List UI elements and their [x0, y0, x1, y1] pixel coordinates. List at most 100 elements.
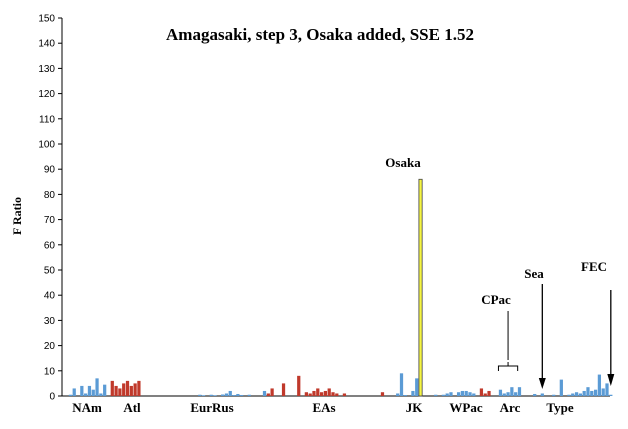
bar [472, 393, 476, 396]
bar [582, 390, 586, 396]
group-label-type: Type [546, 400, 573, 415]
y-ticks: 0 10 20 30 40 50 60 70 80 90 100 110 120 130 140 150 [38, 14, 62, 403]
bar [68, 394, 73, 396]
bar [84, 393, 88, 396]
bar [335, 393, 339, 396]
bar [304, 392, 308, 396]
annotation-fec: FEC [581, 259, 607, 274]
bar [262, 390, 267, 396]
bar [571, 393, 575, 396]
bar [202, 395, 206, 396]
group-label-eurrus: EurRus [190, 400, 233, 415]
y-tick-label: 100 [38, 140, 55, 151]
y-tick-label: 130 [38, 64, 55, 75]
bar [266, 393, 270, 396]
bar [240, 394, 244, 396]
annotation-osaka: Osaka [385, 155, 421, 170]
bar [224, 393, 229, 396]
y-tick-label: 60 [44, 240, 56, 251]
bar [80, 385, 84, 396]
bar [270, 388, 274, 396]
group-label-nam: NAm [72, 400, 102, 415]
bar [498, 389, 503, 396]
annotation-sea: Sea [524, 266, 544, 281]
y-tick-label: 70 [44, 215, 56, 226]
bar [221, 394, 225, 396]
bar [316, 388, 320, 396]
bar [593, 389, 598, 396]
bar [590, 390, 594, 396]
bar [445, 393, 449, 396]
bar [213, 395, 217, 396]
cpac-bracket [497, 362, 519, 371]
bar [323, 390, 328, 396]
bar [403, 394, 407, 396]
annotations-overlay [497, 284, 615, 389]
bar [552, 394, 556, 396]
bar [125, 380, 130, 396]
bar [91, 389, 95, 396]
bar [533, 393, 537, 396]
sea-arrow-head [538, 378, 546, 389]
bar [517, 387, 522, 396]
bar [601, 388, 605, 396]
bar [228, 390, 232, 396]
bar [129, 385, 133, 396]
bar [567, 394, 571, 396]
bar [297, 375, 301, 396]
y-axis-label: F Ratio [10, 197, 24, 235]
bar [468, 392, 472, 396]
bar [574, 392, 579, 396]
bar [411, 390, 415, 396]
bar [586, 387, 590, 396]
bar [209, 394, 213, 396]
bar [232, 394, 236, 396]
bar [327, 388, 331, 396]
bar [137, 380, 141, 396]
bar [380, 392, 385, 396]
bar [319, 392, 324, 396]
bar [483, 393, 487, 396]
bar [236, 393, 240, 396]
bars [68, 178, 613, 397]
group-label-jk: JK [406, 400, 424, 415]
y-tick-label: 150 [38, 14, 55, 25]
bar [198, 394, 202, 396]
bar [114, 385, 118, 396]
group-label-wpac: WPac [449, 400, 482, 415]
y-tick-label: 30 [44, 316, 56, 327]
y-tick-label: 10 [44, 366, 56, 377]
bar [399, 373, 404, 396]
bar [514, 392, 518, 396]
bar [87, 385, 92, 396]
bar [609, 394, 613, 396]
bar [449, 392, 453, 396]
chart-title: Amagasaki, step 3, Osaka added, SSE 1.52 [166, 25, 474, 44]
bar [99, 393, 103, 396]
bar [331, 392, 335, 396]
y-tick-label: 120 [38, 89, 55, 100]
y-tick-label: 20 [44, 341, 56, 352]
bar [415, 378, 419, 396]
bar [122, 383, 126, 396]
bar [578, 393, 582, 396]
bar [605, 383, 609, 396]
bar [95, 378, 99, 396]
bar [396, 393, 400, 396]
bar [110, 380, 114, 396]
fec-arrow-head [607, 374, 615, 386]
group-label-arc: Arc [500, 400, 521, 415]
y-tick-label: 80 [44, 190, 56, 201]
bar [510, 387, 514, 396]
bar [464, 390, 468, 396]
bar [418, 178, 423, 397]
bar [247, 394, 251, 396]
bar [118, 388, 122, 396]
bar [479, 388, 484, 396]
group-label-atl: Atl [123, 400, 141, 415]
y-tick-label: 0 [49, 392, 55, 403]
y-tick-label: 110 [39, 114, 55, 125]
bar [312, 390, 316, 396]
y-tick-label: 90 [44, 165, 56, 176]
